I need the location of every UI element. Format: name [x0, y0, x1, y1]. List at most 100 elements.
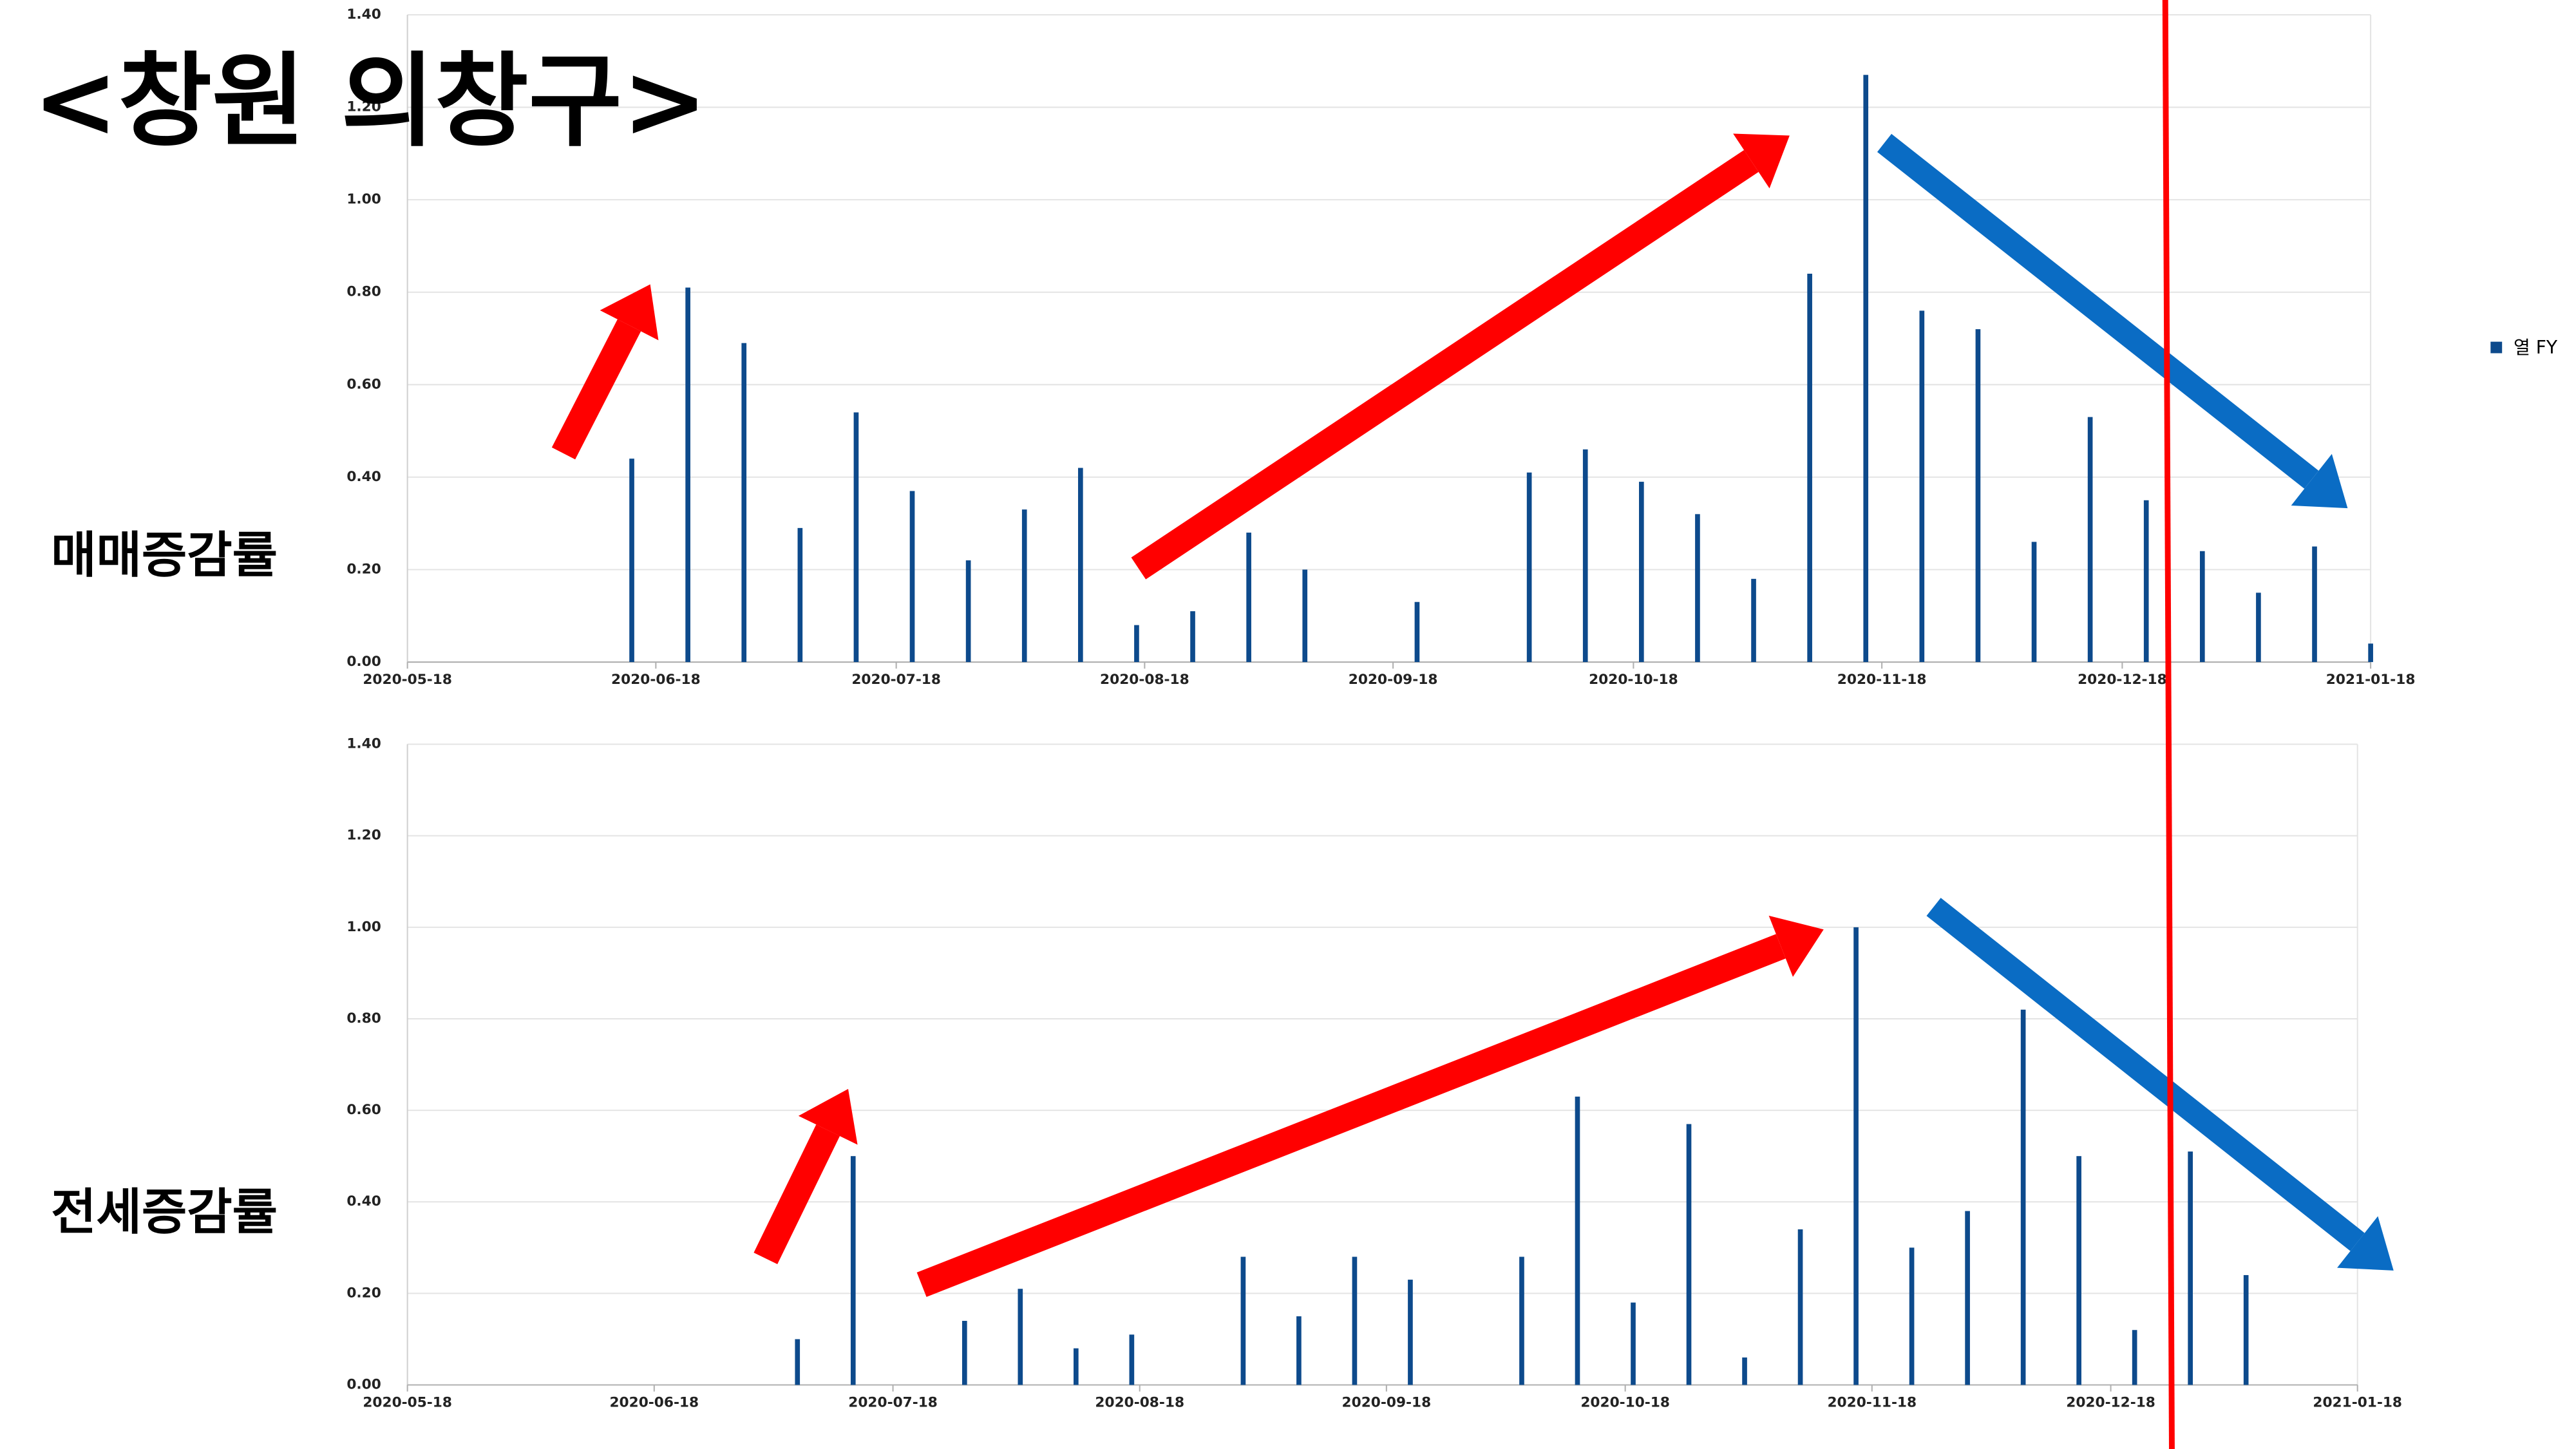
page-title: <창원 의창구> — [33, 43, 708, 161]
y-tick-label: 0.80 — [346, 284, 381, 300]
x-tick-label: 2020-05-18 — [363, 672, 452, 688]
bar — [2368, 643, 2373, 663]
x-tick-label: 2021-01-18 — [2313, 1395, 2402, 1411]
bar — [797, 527, 803, 663]
x-tick-label: 2020-07-18 — [851, 672, 941, 688]
x-tick-label: 2020-11-18 — [1827, 1395, 1917, 1411]
x-tick-label: 2020-08-18 — [1100, 672, 1189, 688]
x-tick-label: 2020-11-18 — [1837, 672, 1927, 688]
bar — [2087, 417, 2093, 663]
bar — [1240, 1256, 1246, 1385]
bar — [853, 412, 859, 663]
y-tick-label: 0.00 — [346, 654, 381, 670]
bar — [1074, 1348, 1079, 1385]
bar — [2020, 1009, 2026, 1385]
bar — [1078, 468, 1083, 663]
bar — [2143, 500, 2149, 663]
bar — [1246, 533, 1251, 663]
bar — [1408, 1280, 1413, 1385]
bar — [1302, 569, 1308, 663]
bar — [1639, 482, 1644, 663]
bar — [2199, 551, 2205, 663]
bar — [965, 560, 971, 663]
x-tick-label: 2020-06-18 — [609, 1395, 699, 1411]
x-tick-label: 2020-07-18 — [848, 1395, 938, 1411]
bar — [1575, 1096, 1580, 1385]
bar — [1352, 1256, 1358, 1385]
bar — [2076, 1156, 2081, 1385]
y-tick-label: 0.20 — [346, 561, 381, 577]
x-tick-label: 2020-12-18 — [2066, 1395, 2155, 1411]
charts: 0.00 0.20 0.40 0.60 0.80 1.00 1.20 1.40 2020-05-… — [51, 6, 2558, 1411]
bar — [909, 491, 915, 663]
bar — [1296, 1316, 1302, 1385]
y-tick-label: 0.80 — [346, 1010, 381, 1027]
bar — [795, 1339, 800, 1385]
y-tick-label: 1.00 — [346, 191, 381, 207]
bar — [1695, 514, 1700, 663]
arrow — [1877, 133, 2348, 509]
bar — [1414, 601, 1420, 663]
bar — [741, 343, 747, 663]
bar — [2132, 1330, 2137, 1385]
y-tick-label: 0.40 — [346, 1193, 381, 1209]
bar — [1190, 611, 1195, 663]
bar — [1807, 274, 1812, 663]
x-tick-label: 2020-09-18 — [1349, 672, 1438, 688]
bar — [1965, 1211, 1970, 1385]
y-tick-label: 1.20 — [346, 828, 381, 844]
bar — [1582, 449, 1588, 663]
bar — [1909, 1247, 1915, 1385]
y-tick-label: 0.60 — [346, 1102, 381, 1118]
bar — [1863, 75, 1869, 663]
bar — [1018, 1289, 1023, 1385]
x-tick-label: 2020-06-18 — [611, 672, 701, 688]
x-tick-label: 2021-01-18 — [2326, 672, 2416, 688]
y-tick-label: 0.40 — [346, 469, 381, 485]
bar — [1742, 1357, 1747, 1385]
divider-line — [2162, 0, 2175, 1449]
bar — [2188, 1151, 2193, 1385]
x-tick-label: 2020-12-18 — [2078, 672, 2167, 688]
bar — [1751, 578, 1756, 663]
y-tick-label: 0.00 — [346, 1377, 381, 1393]
bar — [2312, 546, 2317, 663]
bar — [1519, 1256, 1524, 1385]
bar — [1134, 625, 1139, 663]
x-tick-label: 2020-10-18 — [1580, 1395, 1670, 1411]
x-tick-label: 2020-10-18 — [1589, 672, 1678, 688]
bar — [1975, 329, 1981, 663]
arrow — [1926, 898, 2394, 1271]
bar — [2256, 592, 2261, 663]
arrow — [1131, 133, 1790, 580]
legend-label: 열 FY — [2514, 337, 2558, 358]
legend-swatch — [2490, 341, 2503, 354]
bar — [1631, 1302, 1636, 1385]
x-tick-label: 2020-08-18 — [1095, 1395, 1184, 1411]
arrow — [551, 284, 659, 460]
bar — [1853, 927, 1859, 1385]
arrow — [916, 915, 1824, 1297]
bar — [2031, 542, 2037, 663]
y-axis-label: 매매증감률 — [51, 527, 278, 584]
x-tick-label: 2020-05-18 — [363, 1395, 452, 1411]
y-tick-label: 1.20 — [346, 99, 381, 115]
bar — [1919, 310, 1925, 663]
bar — [2243, 1274, 2249, 1385]
y-axis-label: 전세증감률 — [51, 1184, 278, 1242]
bar — [1129, 1334, 1135, 1385]
y-tick-label: 0.20 — [346, 1285, 381, 1301]
bar — [850, 1156, 856, 1385]
y-tick-label: 1.40 — [346, 736, 381, 752]
bar — [1797, 1229, 1803, 1385]
bar — [1021, 509, 1027, 663]
x-tick-label: 2020-09-18 — [1342, 1395, 1432, 1411]
bar — [1526, 472, 1532, 663]
y-tick-label: 0.60 — [346, 376, 381, 392]
annotations — [551, 0, 2394, 1449]
y-tick-label: 1.00 — [346, 919, 381, 935]
bar — [1686, 1124, 1692, 1385]
arrow — [753, 1088, 858, 1265]
